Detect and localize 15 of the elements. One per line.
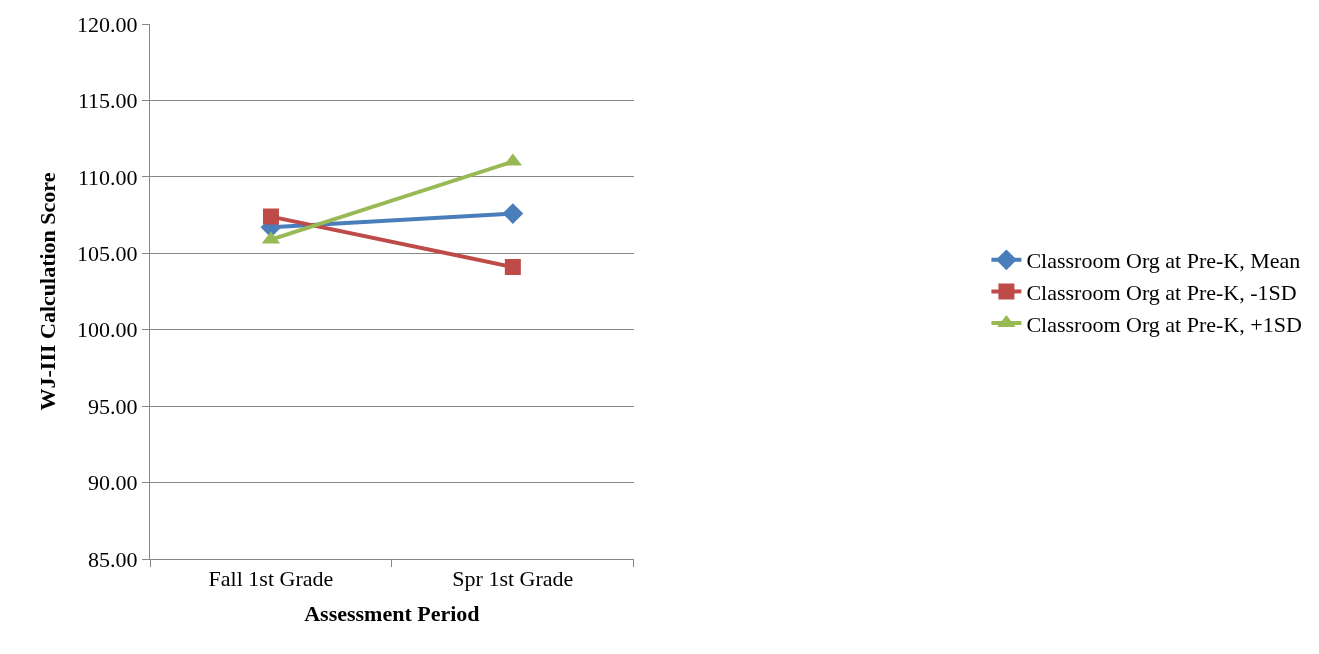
x-tick-label: Fall 1st Grade	[208, 566, 334, 592]
y-axis-title: WJ-III Calculation Score	[34, 172, 60, 411]
legend-label: Classroom Org at Pre-K, -1SD	[1026, 279, 1297, 305]
legend-label: Classroom Org at Pre-K, Mean	[1026, 248, 1301, 274]
x-axis-title: Assessment Period	[304, 601, 480, 627]
y-tick-label: 115.00	[77, 88, 138, 114]
x-tick-label: Spr 1st Grade	[452, 566, 574, 592]
y-tick-label: 120.00	[77, 11, 138, 37]
y-tick-label: 95.00	[88, 393, 138, 419]
y-tick-label: 105.00	[77, 240, 138, 266]
y-tick-label: 90.00	[88, 470, 138, 496]
y-tick-label: 100.00	[77, 317, 138, 343]
y-tick-label: 85.00	[88, 546, 138, 572]
y-tick-label: 110.00	[77, 164, 138, 190]
legend-label: Classroom Org at Pre-K, +1SD	[1026, 311, 1302, 337]
